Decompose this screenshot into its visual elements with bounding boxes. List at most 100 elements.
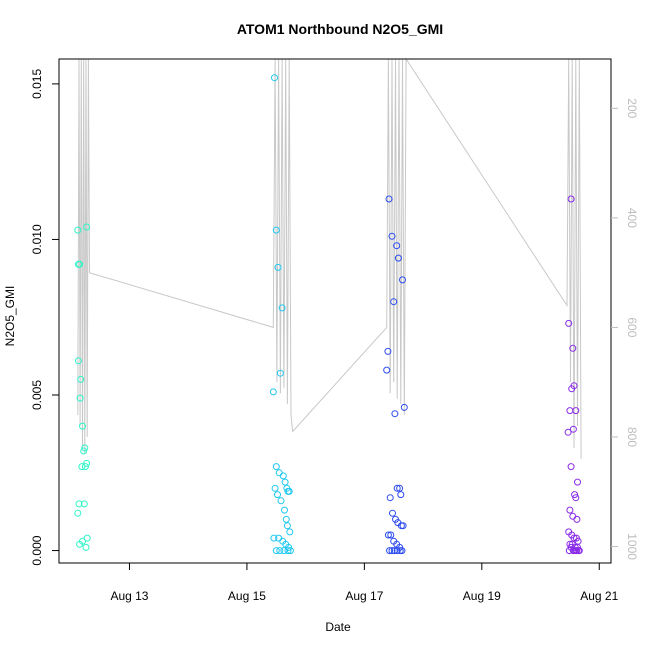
y2-tick-label: 400 <box>625 208 639 228</box>
data-point-series-2 <box>394 254 402 262</box>
data-point-series-1 <box>281 506 288 514</box>
data-point-series-2 <box>393 242 401 250</box>
data-point-series-0 <box>76 394 84 402</box>
secondary-y-axis: 200 400 600 800 1000 <box>611 98 639 560</box>
y-axis: 0.000 0.005 0.010 0.015 <box>30 69 59 566</box>
data-point-series-0 <box>83 223 91 231</box>
data-point-series-3 <box>568 385 576 393</box>
data-point-series-1 <box>269 388 277 396</box>
data-point-series-1 <box>276 369 284 377</box>
x-tick-label: Aug 15 <box>228 589 266 603</box>
data-point-series-1 <box>281 478 289 486</box>
x-axis-label: Date <box>325 620 351 634</box>
x-tick-label: Aug 17 <box>345 589 383 603</box>
data-point-series-2 <box>384 347 392 355</box>
data-point-series-3 <box>565 547 573 555</box>
data-point-series-1 <box>274 491 281 499</box>
data-point-series-3 <box>566 506 574 514</box>
y2-tick-label: 1000 <box>625 533 639 560</box>
data-point-series-3 <box>569 512 577 520</box>
data-point-series-2 <box>383 366 391 374</box>
data-point-series-2 <box>386 547 394 555</box>
data-point-series-1 <box>271 74 278 82</box>
data-point-series-1 <box>276 547 284 555</box>
data-point-series-2 <box>397 491 405 499</box>
data-point-series-2 <box>387 531 395 539</box>
data-point-series-0 <box>74 509 82 517</box>
data-point-series-0 <box>75 500 83 508</box>
data-point-series-2 <box>393 484 401 492</box>
data-point-series-1 <box>282 515 290 523</box>
data-point-series-2 <box>389 509 396 517</box>
data-point-series-1 <box>277 497 285 505</box>
data-point-series-0 <box>82 543 90 551</box>
data-point-series-1 <box>286 528 294 536</box>
data-point-series-1 <box>272 547 280 555</box>
data-point-series-2 <box>396 484 404 492</box>
data-point-series-0 <box>80 447 88 455</box>
data-point-series-1 <box>271 484 279 492</box>
data-point-series-3 <box>575 547 583 555</box>
data-point-series-3 <box>571 547 579 555</box>
data-point-series-0 <box>74 357 82 365</box>
data-point-series-3 <box>574 478 581 486</box>
data-point-series-2 <box>398 547 406 555</box>
data-point-series-3 <box>567 463 575 471</box>
data-point-series-0 <box>78 463 86 471</box>
data-point-series-1 <box>272 463 280 471</box>
data-point-series-1 <box>278 304 286 312</box>
data-point-series-0 <box>77 375 85 383</box>
data-point-series-1 <box>270 534 278 542</box>
data-point-series-1 <box>285 487 293 495</box>
data-point-series-2 <box>390 298 398 306</box>
plot-frame <box>58 58 612 564</box>
pressure-trace-line <box>77 57 582 459</box>
y-axis-label: N2O5_GMI <box>3 286 17 347</box>
y2-tick-label: 600 <box>625 317 639 337</box>
y-tick-label: 0.005 <box>30 380 44 410</box>
data-point-series-1 <box>286 547 294 555</box>
x-tick-label: Aug 21 <box>580 589 618 603</box>
data-point-series-2 <box>388 232 396 240</box>
x-tick-label: Aug 19 <box>463 589 501 603</box>
data-point-series-3 <box>566 407 574 415</box>
data-point-series-3 <box>569 425 577 433</box>
y2-tick-label: 200 <box>625 98 639 118</box>
pressure-trace-layer <box>77 57 582 459</box>
y-tick-label: 0.000 <box>30 535 44 565</box>
data-point-series-3 <box>567 195 575 203</box>
data-point-series-2 <box>399 276 406 284</box>
data-point-series-0 <box>80 500 88 508</box>
chart-title: ATOM1 Northbound N2O5_GMI <box>237 21 443 37</box>
data-point-series-0 <box>81 444 89 452</box>
data-point-series-2 <box>399 522 407 530</box>
scatter-points-layer <box>74 74 583 555</box>
y-tick-label: 0.010 <box>30 224 44 254</box>
y2-tick-label: 800 <box>625 427 639 447</box>
data-point-series-3 <box>569 344 577 352</box>
data-point-series-0 <box>81 463 89 471</box>
data-point-series-2 <box>393 547 401 555</box>
data-point-series-2 <box>400 403 408 411</box>
data-point-series-0 <box>74 226 82 234</box>
data-point-series-0 <box>79 422 86 430</box>
y-tick-label: 0.015 <box>30 69 44 99</box>
x-axis: Aug 13 Aug 15 Aug 17 Aug 19 Aug 21 <box>110 563 619 603</box>
data-point-series-3 <box>572 494 580 502</box>
data-point-series-0 <box>83 459 91 467</box>
data-point-series-1 <box>283 522 291 530</box>
data-point-series-2 <box>391 410 399 418</box>
data-point-series-0 <box>76 540 84 548</box>
data-point-series-1 <box>284 547 292 555</box>
data-point-series-3 <box>565 319 573 327</box>
data-point-series-2 <box>385 195 393 203</box>
data-point-series-2 <box>388 547 396 555</box>
data-point-series-0 <box>74 260 82 268</box>
data-point-series-1 <box>279 472 287 480</box>
data-point-series-2 <box>384 531 392 539</box>
data-point-series-1 <box>274 263 282 271</box>
data-point-series-1 <box>272 226 280 234</box>
x-tick-label: Aug 13 <box>110 589 148 603</box>
data-point-series-3 <box>573 547 581 555</box>
